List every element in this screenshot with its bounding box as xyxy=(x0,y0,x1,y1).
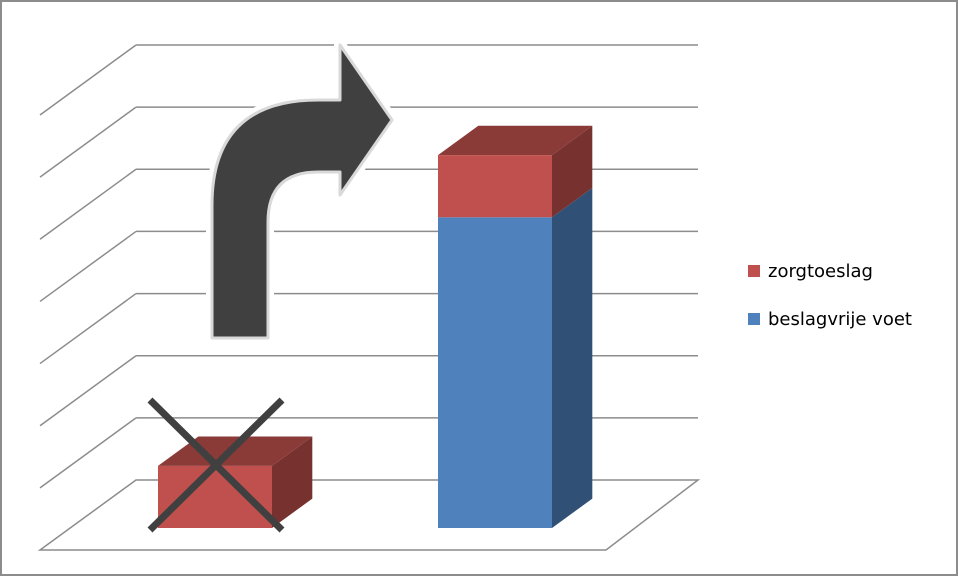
bar-zorgtoeslag-cat1 xyxy=(158,465,272,528)
bar-zorgtoeslag-cat2 xyxy=(438,155,552,218)
gridline-side xyxy=(39,230,137,303)
gridline-side xyxy=(39,355,137,427)
bar-side-zorgtoeslag-cat2 xyxy=(552,125,593,218)
bar-side-zorgtoeslag-cat1 xyxy=(272,436,313,528)
bar-top-zorgtoeslag-cat2 xyxy=(438,125,593,156)
gridline-side xyxy=(39,168,137,240)
legend-swatch-beslagvrije-voet xyxy=(748,313,760,325)
annotations xyxy=(147,39,398,533)
gridline-side xyxy=(39,106,137,178)
chart-floor xyxy=(37,479,701,551)
gridline-side xyxy=(39,292,137,365)
legend-label-zorgtoeslag: zorgtoeslag xyxy=(768,260,873,282)
legend-label-beslagvrije-voet: beslagvrije voet xyxy=(768,308,912,330)
curved-arrow-icon xyxy=(210,43,394,340)
legend: zorgtoeslag beslagvrije voet xyxy=(748,258,912,354)
legend-swatch-zorgtoeslag xyxy=(748,265,760,277)
cross-mark-line-b xyxy=(147,397,285,533)
legend-item-zorgtoeslag: zorgtoeslag xyxy=(748,258,912,284)
bar-beslagvrije-voet-cat2 xyxy=(438,217,552,529)
gridline-side xyxy=(39,44,137,116)
legend-item-beslagvrije-voet: beslagvrije voet xyxy=(748,306,912,332)
gridline-side xyxy=(39,417,137,489)
bar-side-beslagvrije-voet-cat2 xyxy=(552,187,593,528)
